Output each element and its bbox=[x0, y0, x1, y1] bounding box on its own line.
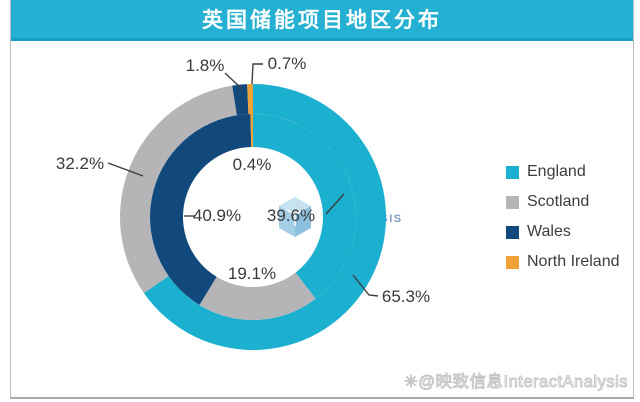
legend-label-england: England bbox=[527, 163, 586, 180]
slice-inner-ring-england bbox=[253, 114, 356, 299]
watermark-corner: ✳@映致信息InteractAnalysis bbox=[403, 373, 628, 392]
chart-title-bar: 英国储能项目地区分布 bbox=[11, 0, 633, 41]
legend-item-scotland: Scotland bbox=[506, 187, 620, 217]
legend-label-wales: Wales bbox=[527, 223, 571, 240]
legend-item-england: England bbox=[506, 157, 620, 187]
legend-swatch-scotland bbox=[506, 195, 519, 209]
slice-inner-ring-scotland bbox=[199, 272, 316, 320]
slice-inner-ring-wales bbox=[149, 114, 252, 305]
leader-line-outer-scotland bbox=[107, 162, 144, 177]
chart-frame: 英国储能项目地区分布 IN ANALYSIS ✳@映致信息InteractAna… bbox=[10, 0, 634, 399]
leader-line-outer-north-ireland bbox=[251, 63, 263, 85]
slice-outer-ring-wales bbox=[232, 84, 249, 116]
slice-inner-ring-north-ireland bbox=[250, 114, 253, 148]
legend-swatch-england bbox=[506, 165, 519, 179]
slice-outer-ring-scotland bbox=[119, 85, 237, 294]
slice-outer-ring-north-ireland bbox=[247, 84, 253, 115]
leader-line-outer-england bbox=[352, 274, 379, 297]
leader-line-outer-wales bbox=[224, 72, 243, 90]
chart-title: 英国储能项目地区分布 bbox=[202, 9, 442, 32]
legend-item-wales: Wales bbox=[506, 217, 620, 247]
legend: England Scotland Wales North Ireland bbox=[506, 157, 620, 277]
legend-swatch-north-ireland bbox=[506, 255, 519, 269]
legend-label-scotland: Scotland bbox=[527, 193, 590, 210]
leader-line-inner-england bbox=[325, 193, 345, 215]
cube-logo-icon bbox=[279, 197, 311, 237]
legend-label-north-ireland: North Ireland bbox=[527, 253, 620, 270]
legend-swatch-wales bbox=[506, 225, 519, 239]
legend-item-north-ireland: North Ireland bbox=[506, 247, 620, 277]
